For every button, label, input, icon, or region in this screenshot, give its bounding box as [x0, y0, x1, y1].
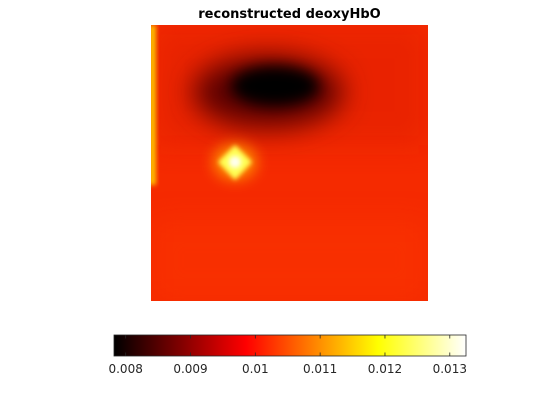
heatmap — [149, 25, 428, 301]
colorbar-tick-label: 0.013 — [433, 362, 467, 376]
colorbar-tick-label: 0.011 — [303, 362, 337, 376]
bright-left-edge — [149, 25, 156, 185]
chart-title: reconstructed deoxyHbO — [198, 7, 380, 22]
colorbar-tick-label: 0.008 — [108, 362, 142, 376]
colorbar-gradient — [114, 335, 466, 356]
colorbar-tick-label: 0.01 — [242, 362, 269, 376]
colorbar: 0.008 0.009 0.01 0.011 0.012 0.013 — [108, 335, 466, 376]
colorbar-tick-label: 0.009 — [173, 362, 207, 376]
bright-spot-center — [229, 156, 241, 168]
dark-region-core — [231, 66, 319, 106]
heatmap-bottom-shading — [151, 220, 428, 301]
colorbar-tick-label: 0.012 — [368, 362, 402, 376]
